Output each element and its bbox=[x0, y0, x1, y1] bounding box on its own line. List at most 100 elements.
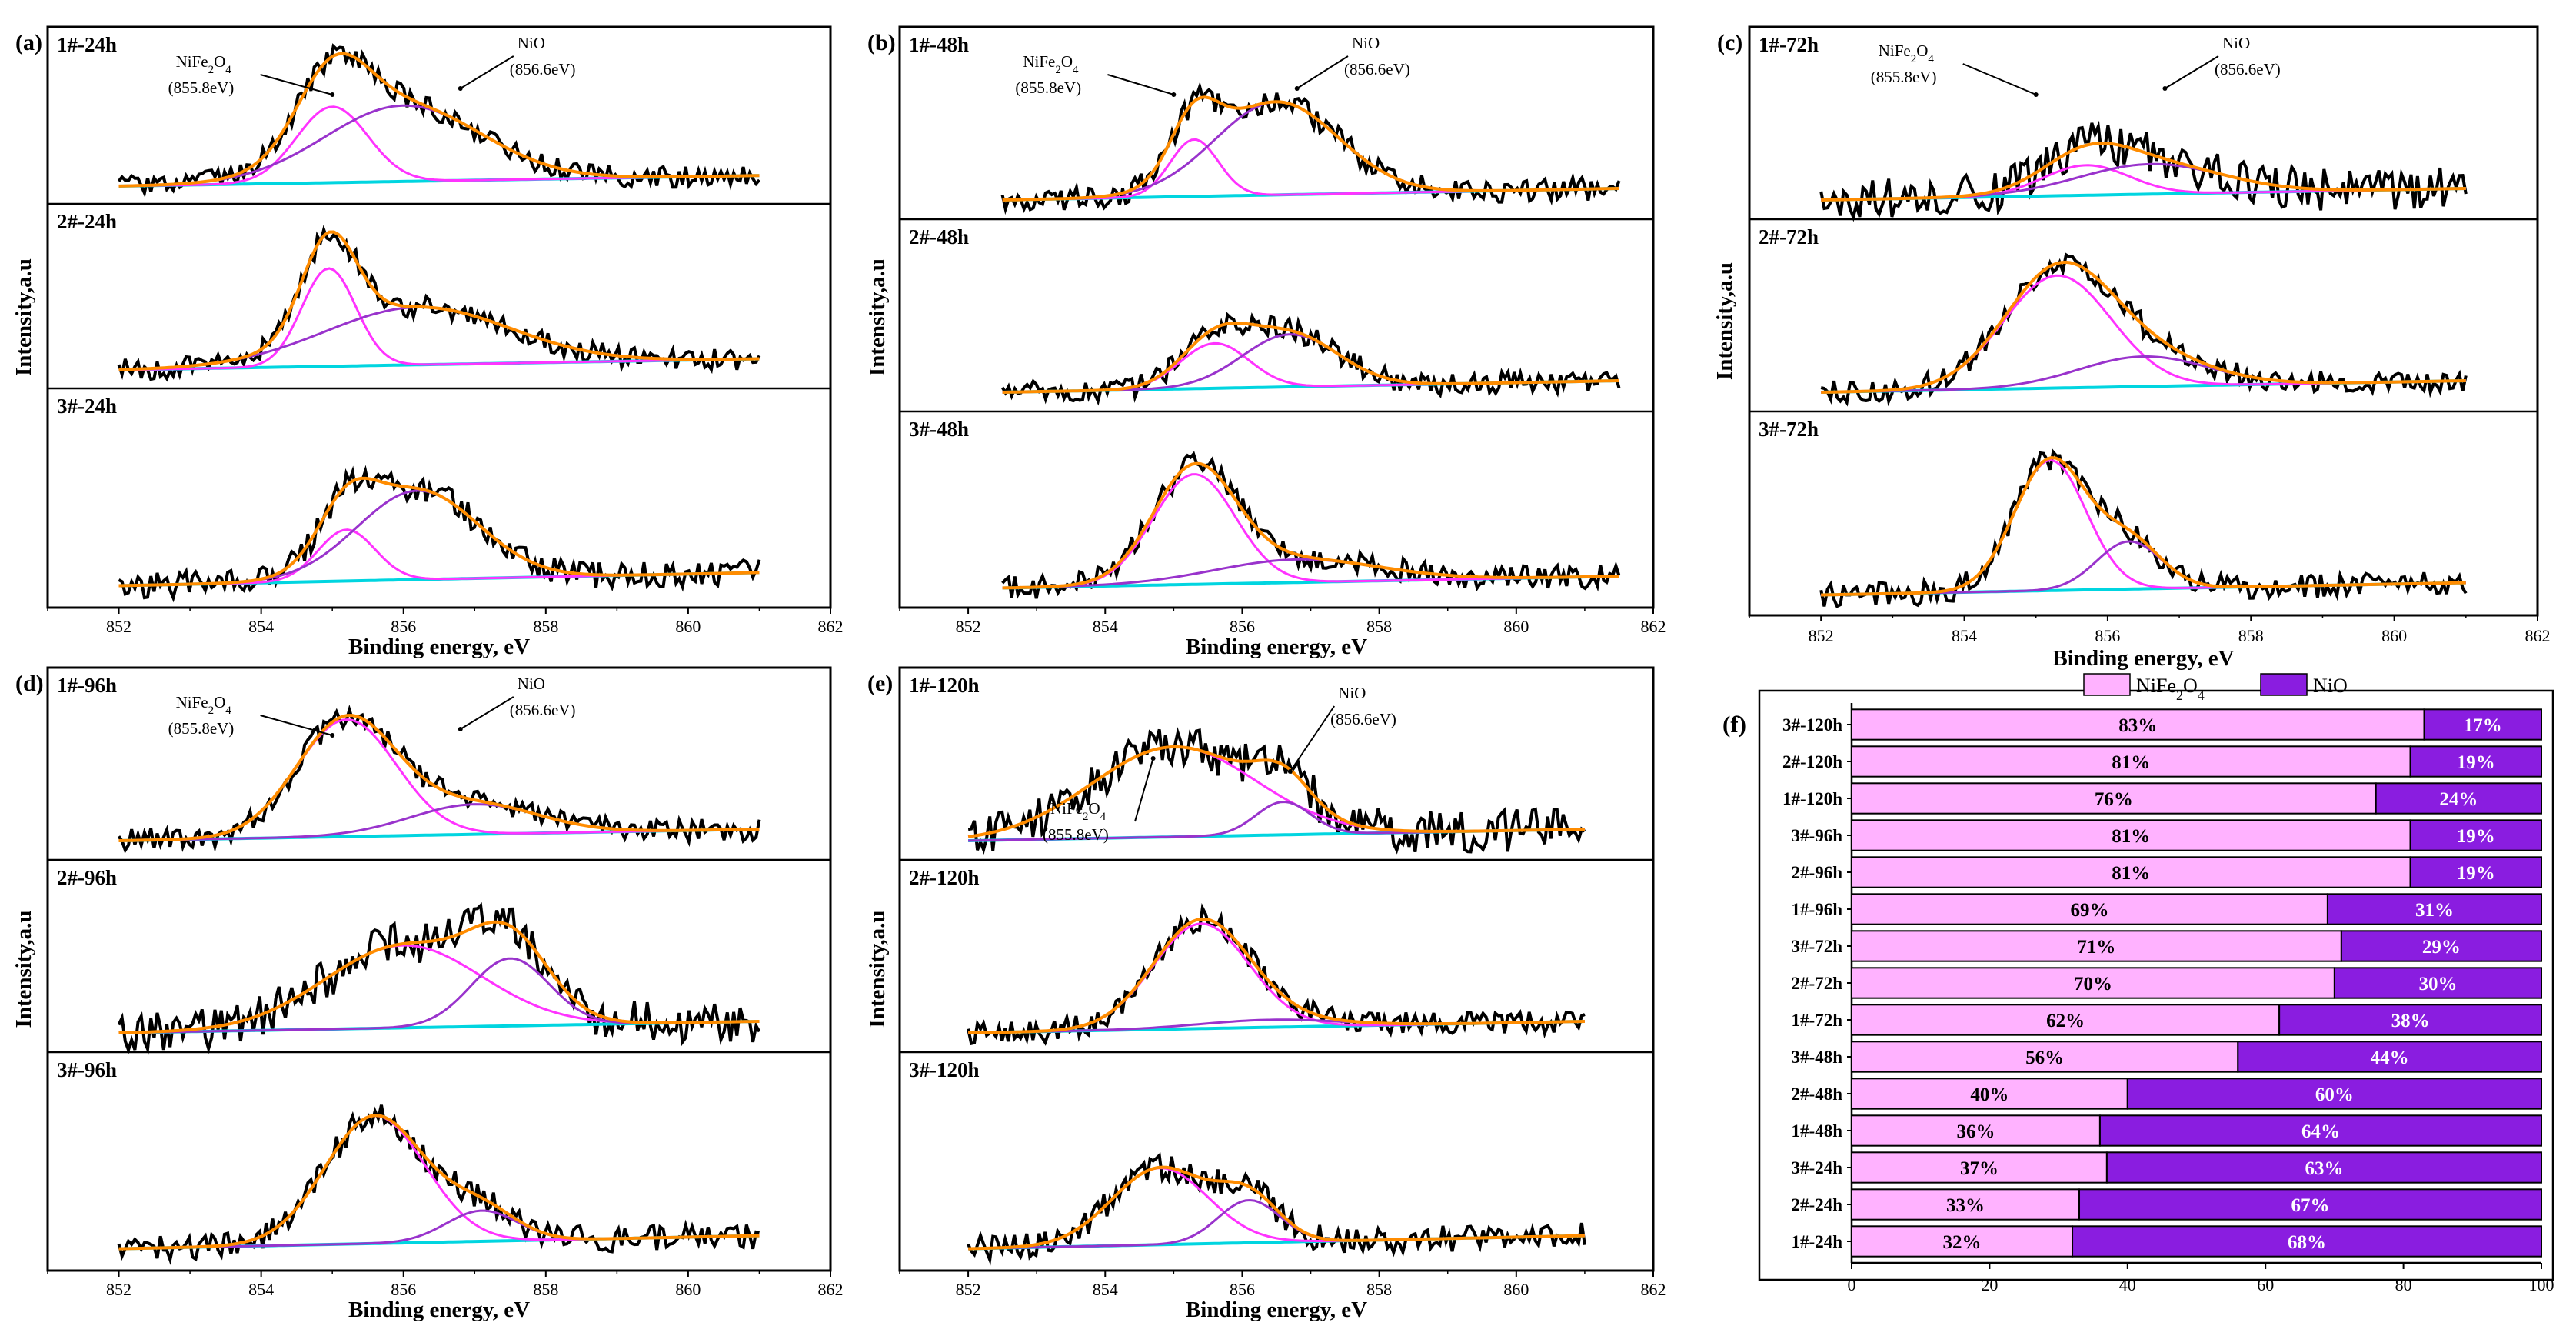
annotation-arrow bbox=[1134, 758, 1154, 822]
bar-nife2o4 bbox=[1851, 967, 2335, 999]
annotation-subscript: 2 bbox=[1083, 811, 1089, 823]
x-axis-label: Binding energy, eV bbox=[348, 635, 530, 659]
annotation-subscript: 4 bbox=[1100, 811, 1107, 823]
legend-swatch-nio bbox=[2260, 673, 2308, 696]
subplot-label: 3#-48h bbox=[909, 418, 969, 441]
arrow-head bbox=[458, 727, 463, 731]
arrow-head bbox=[1171, 92, 1177, 97]
annotation-arrow bbox=[1296, 55, 1349, 89]
annotation-text: NiFe bbox=[1879, 42, 1911, 60]
subplot-label: 1#-48h bbox=[909, 33, 969, 56]
bar-nife2o4 bbox=[1851, 856, 2411, 888]
bar-label-nio: 30% bbox=[2418, 974, 2457, 995]
legend-subscript: 2 bbox=[2176, 688, 2183, 703]
bar-label-nio: 17% bbox=[2464, 715, 2502, 736]
x-tick-label: 852 bbox=[956, 1280, 981, 1299]
x-tick-label: 80 bbox=[2395, 1275, 2412, 1294]
x-tick-label: 854 bbox=[1952, 626, 1977, 645]
bar-label-nife2o4: 37% bbox=[1960, 1158, 1999, 1179]
nife2o4-annotation: NiFe2O4 bbox=[1023, 52, 1079, 76]
raw-data-line bbox=[1819, 120, 2468, 222]
category-label: 2#-24h bbox=[1792, 1195, 1843, 1214]
y-axis-label: Intensity,a.u bbox=[865, 910, 890, 1028]
envelope-line bbox=[1821, 260, 2466, 394]
arrow-head bbox=[1150, 756, 1156, 761]
bar-label-nio: 68% bbox=[2288, 1232, 2326, 1253]
raw-data-line bbox=[1819, 448, 2468, 608]
arrow-head bbox=[330, 733, 335, 738]
category-label: 1#-120h bbox=[1782, 789, 1842, 808]
annotation-arrow bbox=[260, 74, 333, 95]
bar-label-nio: 60% bbox=[2315, 1084, 2354, 1105]
x-tick-label: 860 bbox=[1503, 1280, 1529, 1299]
envelope-line bbox=[968, 1165, 1585, 1251]
x-tick-label: 856 bbox=[391, 1280, 416, 1299]
bar-nio bbox=[2078, 1188, 2542, 1221]
bar-nio bbox=[2105, 1151, 2542, 1184]
panel-letter: (f) bbox=[1722, 711, 1746, 738]
x-tick-label: 862 bbox=[1641, 1280, 1666, 1299]
x-tick-label: 858 bbox=[1366, 617, 1392, 636]
panel-c: (c) 1#-72h NiFe2O4 (855.8eV) NiO (856.6eV) 2#-… bbox=[1712, 25, 2551, 671]
bar-nife2o4 bbox=[1851, 930, 2342, 962]
y-axis-label: Intensity,a.u bbox=[12, 258, 36, 376]
bar-label-nife2o4: 33% bbox=[1946, 1195, 1985, 1216]
bar-label-nio: 29% bbox=[2422, 937, 2461, 958]
subplot-3#-48h: 3#-48h bbox=[909, 418, 1621, 600]
annotation-text: NiO bbox=[1352, 34, 1380, 52]
panel-a: (a) 1#-24h NiFe2O4 (855.8eV) NiO (856.6eV) 2#-… bbox=[12, 25, 844, 659]
category-label: 1#-96h bbox=[1792, 900, 1843, 919]
bar-label-nife2o4: 71% bbox=[2077, 937, 2115, 958]
annotation-text: NiFe bbox=[176, 693, 208, 711]
bar-nio bbox=[2326, 893, 2542, 925]
x-tick-label: 858 bbox=[2238, 626, 2264, 645]
panel-letter: (d) bbox=[15, 671, 44, 696]
category-label: 1#-24h bbox=[1792, 1232, 1843, 1251]
x-axis-label: Binding energy, eV bbox=[2052, 646, 2234, 671]
bar-nio bbox=[2340, 930, 2543, 962]
annotation-text: O bbox=[214, 693, 225, 711]
bar-label-nio: 63% bbox=[2305, 1158, 2343, 1179]
nife2o4-fit-line bbox=[968, 922, 1585, 1034]
bar-nife2o4 bbox=[1851, 1225, 2074, 1258]
nife2o4-fit-line bbox=[118, 267, 760, 371]
raw-data-line bbox=[1000, 312, 1621, 406]
annotation-arrow bbox=[1107, 74, 1174, 95]
subplot-label: 3#-24h bbox=[57, 395, 117, 418]
category-label: 1#-48h bbox=[1792, 1121, 1843, 1141]
nife2o4-annotation: NiFe2O4 bbox=[176, 693, 232, 717]
subplot-label: 2#-24h bbox=[57, 210, 117, 233]
bar-nio bbox=[2375, 782, 2542, 815]
bar-label-nife2o4: 32% bbox=[1943, 1232, 1982, 1253]
x-axis-label: Binding energy, eV bbox=[1186, 1298, 1367, 1322]
panel-frame bbox=[1748, 25, 2539, 617]
annotation-subscript: 4 bbox=[225, 705, 231, 717]
raw-data-line bbox=[117, 225, 761, 382]
bar-label-nife2o4: 56% bbox=[2025, 1048, 2064, 1068]
raw-data-line bbox=[967, 1152, 1586, 1266]
subplot-label: 2#-120h bbox=[909, 866, 980, 889]
category-label: 2#-96h bbox=[1792, 863, 1843, 882]
panel-frame bbox=[898, 25, 1655, 609]
subplot-2#-24h: 2#-24h bbox=[57, 210, 761, 382]
x-tick-label: 858 bbox=[533, 1280, 558, 1299]
bar-nio bbox=[2423, 708, 2543, 741]
x-tick-label: 862 bbox=[818, 1280, 844, 1299]
arrow-head bbox=[1294, 86, 1300, 91]
category-label: 1#-72h bbox=[1792, 1011, 1843, 1030]
panel-letter: (c) bbox=[1717, 30, 1742, 55]
subplot-3#-120h: 3#-120h bbox=[909, 1058, 1586, 1266]
panel-f: (f) NiFe2O4 NiO 83% 17% 3#-120h 81% 19% 2#-120h 7… bbox=[1722, 673, 2554, 1294]
nife2o4-annotation: NiFe2O4 bbox=[176, 52, 232, 76]
nife2o4-annotation: NiFe2O4 bbox=[1050, 799, 1107, 823]
bar-label-nife2o4: 81% bbox=[2112, 863, 2150, 884]
annotation-text: NiFe bbox=[1050, 799, 1083, 818]
bar-nife2o4 bbox=[1851, 1004, 2281, 1036]
bar-label-nio: 19% bbox=[2457, 752, 2495, 773]
bar-label-nio: 44% bbox=[2371, 1048, 2409, 1068]
annotation-text: NiO bbox=[1338, 684, 1366, 702]
subplot-label: 1#-24h bbox=[57, 33, 117, 56]
raw-data-line bbox=[1820, 252, 2468, 407]
annotation-energy: (855.8eV) bbox=[168, 719, 235, 738]
subplot-label: 3#-120h bbox=[909, 1058, 980, 1081]
